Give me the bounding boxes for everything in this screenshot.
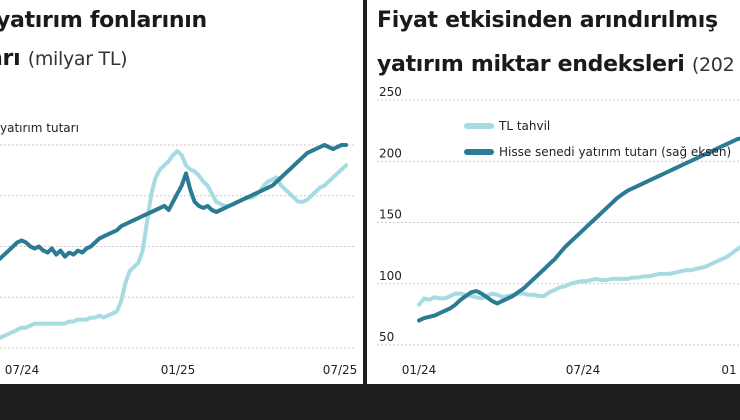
right-legend-label: TL tahvil (498, 119, 550, 133)
right-title-line2: yatırım miktar endeksleri (202 (377, 52, 735, 77)
left-legend-label: yatırım tutarı (0, 121, 79, 135)
right-legend-label: Hisse senedi yatırım tutarı (sağ eksen) (499, 145, 731, 159)
right-series-dark-line (417, 136, 740, 323)
left-title-line2-text: arı (0, 46, 21, 71)
right-y-tick-label: 150 (379, 208, 402, 222)
right-x-tick-label: 07/24 (566, 363, 601, 377)
left-title-line1: yatırım fonlarının (0, 8, 207, 33)
right-title-line2-text: yatırım miktar endeksleri (377, 52, 685, 77)
left-title-line2: arı (milyar TL) (0, 46, 128, 71)
left-panel: yatırım fonlarının arı (milyar TL) yatır… (0, 0, 363, 384)
right-y-tick-label: 200 (379, 146, 402, 160)
right-y-tick-label: 50 (379, 330, 394, 344)
left-x-tick-label: 07/25 (323, 363, 358, 377)
right-y-tick-label: 100 (379, 269, 402, 283)
right-series-light-line (417, 245, 740, 307)
right-unit-label: (202 (691, 54, 735, 76)
right-x-tick-label: 01 (721, 363, 736, 377)
left-x-tick-label: 07/24 (5, 363, 40, 377)
left-series-light-line (0, 149, 348, 340)
left-series-dark-line (0, 143, 348, 261)
panel-divider (363, 0, 367, 384)
right-x-tick-label: 01/24 (402, 363, 437, 377)
right-y-tick-label: 250 (379, 85, 402, 99)
left-x-tick-label: 01/25 (161, 363, 196, 377)
left-chart: yatırım tutarı 07/24 01/25 07/25 (0, 121, 358, 377)
bottom-frame-bar (0, 384, 740, 420)
left-unit-label: (milyar TL) (27, 48, 128, 70)
right-title-line1: Fiyat etkisinden arındırılmış (377, 8, 718, 33)
right-panel: Fiyat etkisinden arındırılmış yatırım mi… (367, 0, 740, 384)
right-chart: 50 100 150 200 250 TL tahvil Hisse senedi yatı… (377, 85, 740, 377)
